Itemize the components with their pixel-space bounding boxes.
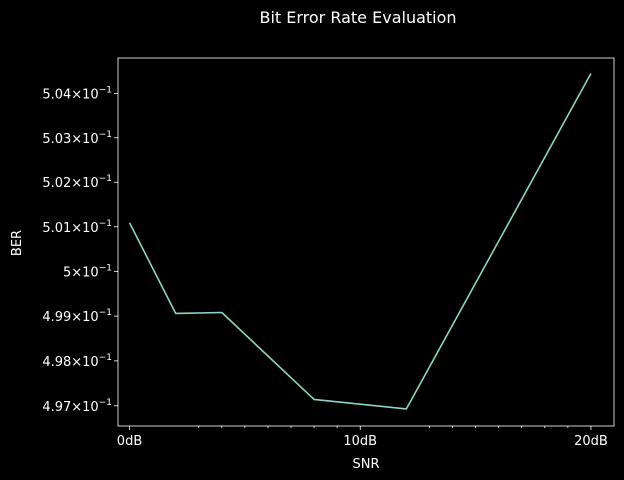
y-tick-label: 5.02×10−1 xyxy=(42,174,112,191)
y-axis-label: BER xyxy=(10,230,25,256)
x-tick-label: 0dB xyxy=(117,434,142,449)
y-tick-label: 4.97×10−1 xyxy=(42,398,112,415)
y-tick-label: 4.99×10−1 xyxy=(42,308,112,325)
x-axis-label: SNR xyxy=(352,457,379,472)
chart-title: Bit Error Rate Evaluation xyxy=(259,8,456,27)
y-tick-label: 5.01×10−1 xyxy=(42,219,112,236)
x-tick-label: 10dB xyxy=(343,434,377,449)
plot-frame xyxy=(117,57,615,427)
x-tick-label: 20dB xyxy=(574,434,608,449)
series-line xyxy=(128,73,592,410)
y-tick-label: 5×10−1 xyxy=(63,263,112,280)
y-tick-label: 5.03×10−1 xyxy=(42,130,112,147)
y-tick-label: 5.04×10−1 xyxy=(42,85,112,102)
plot-area: 0dB 10dB 20dB 4.97×10−1 4.98×10−1 4.99×10−1 5×… xyxy=(42,57,615,449)
y-tick-label: 4.98×10−1 xyxy=(42,353,112,370)
